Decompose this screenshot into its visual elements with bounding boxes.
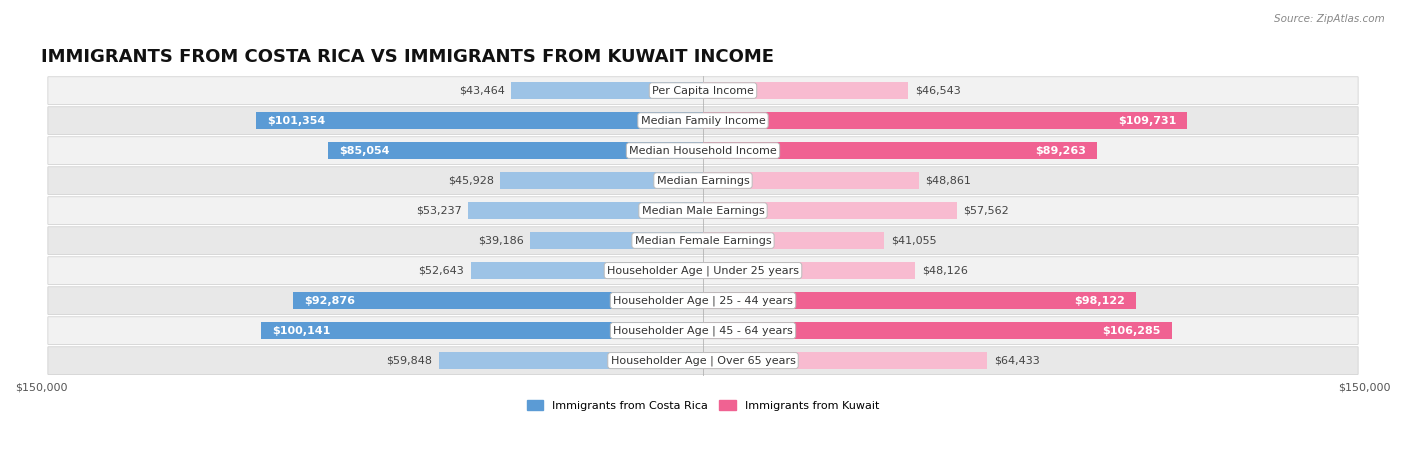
Text: $57,562: $57,562: [963, 205, 1010, 216]
Text: Source: ZipAtlas.com: Source: ZipAtlas.com: [1274, 14, 1385, 24]
Text: Median Family Income: Median Family Income: [641, 115, 765, 126]
Text: $43,464: $43,464: [458, 85, 505, 96]
Text: $52,643: $52,643: [419, 266, 464, 276]
Text: $59,848: $59,848: [387, 355, 433, 366]
Bar: [501, 172, 703, 189]
Bar: [703, 172, 918, 189]
Bar: [530, 233, 703, 249]
Bar: [703, 82, 908, 99]
Bar: [703, 292, 1136, 309]
Text: $45,928: $45,928: [447, 176, 494, 185]
FancyBboxPatch shape: [48, 257, 1358, 284]
FancyBboxPatch shape: [48, 317, 1358, 344]
Text: $98,122: $98,122: [1074, 296, 1125, 305]
Bar: [703, 202, 957, 219]
Text: $53,237: $53,237: [416, 205, 461, 216]
Bar: [703, 233, 884, 249]
Text: $92,876: $92,876: [304, 296, 356, 305]
FancyBboxPatch shape: [48, 137, 1358, 164]
Legend: Immigrants from Costa Rica, Immigrants from Kuwait: Immigrants from Costa Rica, Immigrants f…: [522, 396, 884, 415]
Text: Median Earnings: Median Earnings: [657, 176, 749, 185]
FancyBboxPatch shape: [48, 107, 1358, 134]
Text: $48,126: $48,126: [922, 266, 967, 276]
FancyBboxPatch shape: [48, 347, 1358, 375]
Text: $64,433: $64,433: [994, 355, 1039, 366]
Bar: [703, 322, 1171, 339]
Bar: [703, 262, 915, 279]
Bar: [328, 142, 703, 159]
Bar: [703, 352, 987, 369]
Text: $89,263: $89,263: [1035, 146, 1085, 156]
Text: $46,543: $46,543: [915, 85, 960, 96]
Bar: [294, 292, 703, 309]
Bar: [439, 352, 703, 369]
Text: Per Capita Income: Per Capita Income: [652, 85, 754, 96]
FancyBboxPatch shape: [48, 167, 1358, 194]
Bar: [471, 262, 703, 279]
Text: $39,186: $39,186: [478, 235, 523, 246]
Bar: [468, 202, 703, 219]
Text: Median Male Earnings: Median Male Earnings: [641, 205, 765, 216]
Text: Householder Age | Over 65 years: Householder Age | Over 65 years: [610, 355, 796, 366]
Text: $109,731: $109,731: [1118, 115, 1175, 126]
Bar: [256, 113, 703, 129]
Text: $85,054: $85,054: [339, 146, 389, 156]
Text: $101,354: $101,354: [267, 115, 325, 126]
Bar: [703, 142, 1097, 159]
FancyBboxPatch shape: [48, 287, 1358, 314]
FancyBboxPatch shape: [48, 227, 1358, 255]
Bar: [512, 82, 703, 99]
Bar: [703, 113, 1187, 129]
Text: $100,141: $100,141: [273, 325, 330, 336]
Bar: [262, 322, 703, 339]
FancyBboxPatch shape: [48, 197, 1358, 224]
Text: $41,055: $41,055: [891, 235, 936, 246]
Text: Median Household Income: Median Household Income: [628, 146, 778, 156]
Text: Median Female Earnings: Median Female Earnings: [634, 235, 772, 246]
Text: Householder Age | Under 25 years: Householder Age | Under 25 years: [607, 265, 799, 276]
Text: Householder Age | 25 - 44 years: Householder Age | 25 - 44 years: [613, 295, 793, 306]
Text: IMMIGRANTS FROM COSTA RICA VS IMMIGRANTS FROM KUWAIT INCOME: IMMIGRANTS FROM COSTA RICA VS IMMIGRANTS…: [41, 48, 775, 66]
Text: $48,861: $48,861: [925, 176, 972, 185]
FancyBboxPatch shape: [48, 77, 1358, 105]
Text: $106,285: $106,285: [1102, 325, 1161, 336]
Text: Householder Age | 45 - 64 years: Householder Age | 45 - 64 years: [613, 325, 793, 336]
